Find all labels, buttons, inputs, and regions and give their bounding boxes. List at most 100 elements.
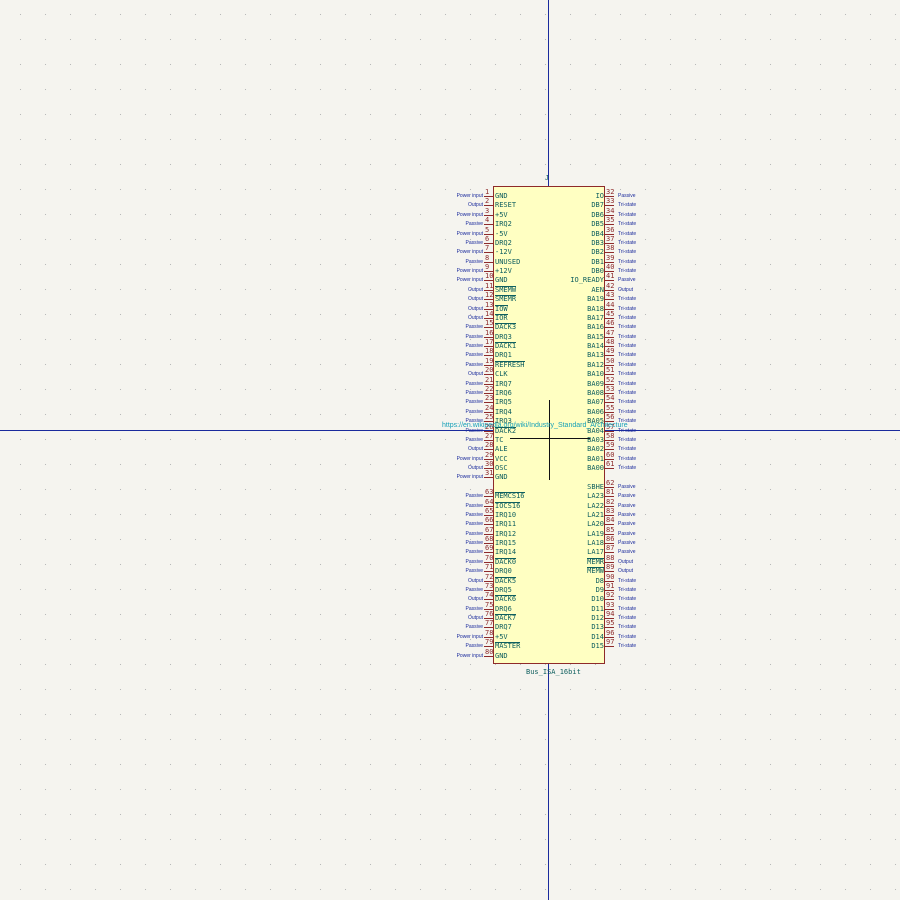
pin-name: CLK bbox=[495, 370, 508, 379]
pin-line bbox=[605, 458, 614, 460]
pin-number: 3 bbox=[485, 206, 490, 215]
pin-line bbox=[484, 242, 493, 244]
pin-number: 10 bbox=[485, 272, 494, 281]
pin-name: VCC bbox=[495, 454, 508, 463]
pin-line bbox=[605, 543, 614, 545]
pin-number: 16 bbox=[485, 328, 494, 337]
pin-line bbox=[484, 224, 493, 226]
pin-line bbox=[484, 533, 493, 535]
pin-number: 49 bbox=[606, 347, 615, 356]
pin-electrical-type: Passive bbox=[465, 586, 483, 593]
pin-number: 4 bbox=[485, 216, 490, 225]
pin-number: 90 bbox=[606, 572, 615, 581]
pin-name: LA18 bbox=[587, 539, 604, 548]
pin-name: IRQ15 bbox=[495, 539, 517, 548]
pin-name: UNUSED bbox=[495, 257, 521, 266]
pin-name: D11 bbox=[591, 604, 604, 613]
pin-number: 63 bbox=[485, 488, 494, 497]
pin-line bbox=[605, 402, 614, 404]
pin-electrical-type: Passive bbox=[618, 540, 636, 547]
pin-number: 84 bbox=[606, 516, 615, 525]
pin-line bbox=[484, 364, 493, 366]
pin-name: BA12 bbox=[587, 360, 604, 369]
pin-name: D10 bbox=[591, 595, 604, 604]
pin-line bbox=[605, 571, 614, 573]
pin-electrical-type: Output bbox=[467, 596, 483, 603]
pin-electrical-type: Passive bbox=[465, 521, 483, 528]
pin-line bbox=[605, 439, 614, 441]
anchor-cross-h bbox=[510, 438, 590, 439]
pin-name: BA19 bbox=[587, 295, 604, 304]
pin-number: 29 bbox=[485, 450, 494, 459]
pin-name: IOR bbox=[495, 313, 508, 322]
pin-line bbox=[605, 299, 614, 301]
pin-number: 40 bbox=[606, 263, 615, 272]
pin-electrical-type: Passive bbox=[465, 502, 483, 509]
pin-line bbox=[605, 627, 614, 629]
symbol-value[interactable]: Bus_ISA_16bit bbox=[526, 668, 581, 676]
pin-name: D13 bbox=[591, 623, 604, 632]
pin-line bbox=[605, 468, 614, 470]
pin-name: DRQ7 bbox=[495, 623, 512, 632]
pin-number: 61 bbox=[606, 460, 615, 469]
pin-number: 36 bbox=[606, 225, 615, 234]
pin-electrical-type: Output bbox=[467, 615, 483, 622]
pin-electrical-type: Passive bbox=[465, 258, 483, 265]
pin-number: 67 bbox=[485, 525, 494, 534]
pin-line bbox=[484, 346, 493, 348]
pin-line bbox=[484, 477, 493, 479]
pin-line bbox=[484, 383, 493, 385]
pin-number: 18 bbox=[485, 347, 494, 356]
pin-line bbox=[484, 214, 493, 216]
pin-line bbox=[605, 289, 614, 291]
pin-name: LA19 bbox=[587, 529, 604, 538]
pin-electrical-type: Passive bbox=[618, 193, 636, 199]
pin-number: 37 bbox=[606, 234, 615, 243]
pin-number: 2 bbox=[485, 197, 490, 206]
datasheet-link[interactable]: https://en.wikipedia.org/wiki/Industry_S… bbox=[442, 422, 628, 429]
pin-number: 15 bbox=[485, 319, 494, 328]
pin-electrical-type: Passive bbox=[618, 521, 636, 528]
pin-line bbox=[605, 561, 614, 563]
pin-line bbox=[605, 552, 614, 554]
pin-line bbox=[484, 289, 493, 291]
pin-line bbox=[484, 627, 493, 629]
pin-number: 19 bbox=[485, 356, 494, 365]
pin-name: GND bbox=[495, 276, 508, 285]
pin-number: 83 bbox=[606, 506, 615, 515]
pin-name: DACK2 bbox=[495, 426, 517, 435]
pin-name: BA09 bbox=[587, 379, 604, 388]
pin-name: -5V bbox=[495, 229, 508, 238]
pin-electrical-type: Tri-state bbox=[618, 380, 637, 387]
pin-number: 95 bbox=[606, 619, 615, 628]
pin-electrical-type: Passive bbox=[465, 408, 483, 415]
pin-line bbox=[605, 392, 614, 394]
pin-line bbox=[605, 280, 614, 282]
pin-line bbox=[605, 421, 614, 423]
pin-line bbox=[484, 421, 493, 423]
reference-designator[interactable]: J bbox=[545, 175, 549, 182]
pin-name: DRQ3 bbox=[495, 332, 512, 341]
pin-electrical-type: Tri-state bbox=[618, 446, 637, 453]
pin-number: 76 bbox=[485, 610, 494, 619]
pin-line bbox=[605, 383, 614, 385]
pin-name: IOW bbox=[495, 304, 508, 313]
x-axis-line bbox=[0, 430, 900, 431]
pin-line bbox=[605, 505, 614, 507]
pin-name: LA23 bbox=[587, 492, 604, 501]
pin-electrical-type: Tri-state bbox=[618, 427, 637, 434]
pin-electrical-type: Output bbox=[467, 305, 483, 312]
pin-line bbox=[484, 561, 493, 563]
pin-electrical-type: Tri-state bbox=[618, 399, 637, 406]
pin-electrical-type: Passive bbox=[465, 380, 483, 387]
pin-line bbox=[605, 608, 614, 610]
pin-number: 21 bbox=[485, 375, 494, 384]
pin-electrical-type: Tri-state bbox=[618, 221, 637, 228]
pin-line bbox=[484, 374, 493, 376]
pin-name: D14 bbox=[591, 632, 604, 641]
pin-electrical-type: Passive bbox=[465, 389, 483, 396]
pin-name: DACK7 bbox=[495, 614, 517, 623]
pin-line bbox=[605, 242, 614, 244]
pin-electrical-type: Passive bbox=[465, 239, 483, 246]
